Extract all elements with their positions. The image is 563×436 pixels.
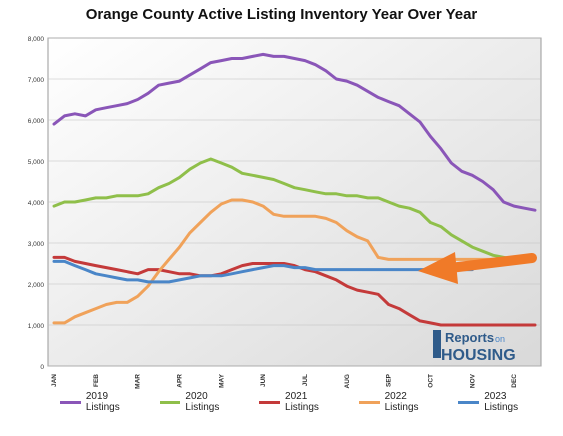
series-line-2023-listings (52, 259, 474, 284)
x-tick-label: FEB (93, 374, 100, 387)
legend-item: 2021 Listings (259, 391, 341, 413)
annotation-arrow (418, 252, 537, 284)
legend-label: 2022 Listings (384, 391, 419, 413)
legend-item: 2019 Listings (60, 391, 142, 413)
y-tick-label: 7,000 (28, 77, 45, 84)
legend-swatch (159, 400, 181, 404)
grid-lines (48, 37, 541, 367)
x-tick-label: SEP (386, 373, 393, 387)
series-line-2021-listings (52, 255, 537, 327)
legend-item: 2022 Listings (358, 391, 441, 413)
legend-item: 2023 Listings (458, 391, 540, 413)
x-tick-label: MAY (218, 373, 225, 388)
legend-label: 2023 Listings (484, 391, 519, 413)
y-axis: 0 1,000 2,000 3,000 4,000 5,000 6,000 7,000 8,00… (28, 36, 45, 371)
logo-text-on: on (495, 334, 505, 344)
x-tick-label: AUG (344, 374, 351, 388)
x-tick-label: DEC (511, 374, 518, 388)
x-tick-label: NOV (469, 373, 476, 388)
y-tick-label: 2,000 (28, 282, 45, 289)
series-line-2019-listings (52, 52, 537, 212)
reports-on-housing-logo: Reports on HOUSING (433, 330, 516, 364)
legend-swatch (358, 400, 380, 404)
x-tick-label: JAN (51, 374, 58, 387)
legend-swatch (458, 400, 480, 404)
x-tick-label: JUL (302, 374, 309, 386)
legend-label: 2021 Listings (285, 391, 319, 413)
series-line-2020-listings (52, 157, 537, 261)
legend-label: 2019 Listings (85, 391, 120, 413)
x-tick-label: OCT (427, 374, 434, 388)
y-tick-label: 6,000 (28, 118, 45, 125)
x-axis: JAN FEB MAR APR MAY JUN JUL AUG SEP OCT NOV DEC (51, 373, 518, 388)
legend: 2019 Listings 2020 Listings 2021 Listings 2… (60, 391, 540, 413)
legend-item: 2020 Listings (159, 391, 242, 413)
y-tick-label: 3,000 (28, 241, 45, 248)
y-tick-label: 1,000 (28, 323, 45, 330)
x-tick-label: JUN (260, 374, 267, 387)
y-tick-label: 8,000 (28, 36, 45, 43)
legend-label: 2020 Listings (185, 391, 220, 413)
legend-swatch (60, 400, 81, 404)
x-tick-label: MAR (135, 374, 142, 389)
y-tick-label: 0 (40, 364, 44, 371)
logo-text-bottom: HOUSING (441, 347, 516, 364)
legend-swatch (259, 400, 281, 404)
logo-text-top: Reports (445, 330, 494, 345)
y-tick-label: 4,000 (28, 200, 45, 207)
y-tick-label: 5,000 (28, 159, 45, 166)
x-tick-label: APR (176, 374, 183, 388)
chart-title: Orange County Active Listing Inventory Y… (85, 6, 478, 23)
